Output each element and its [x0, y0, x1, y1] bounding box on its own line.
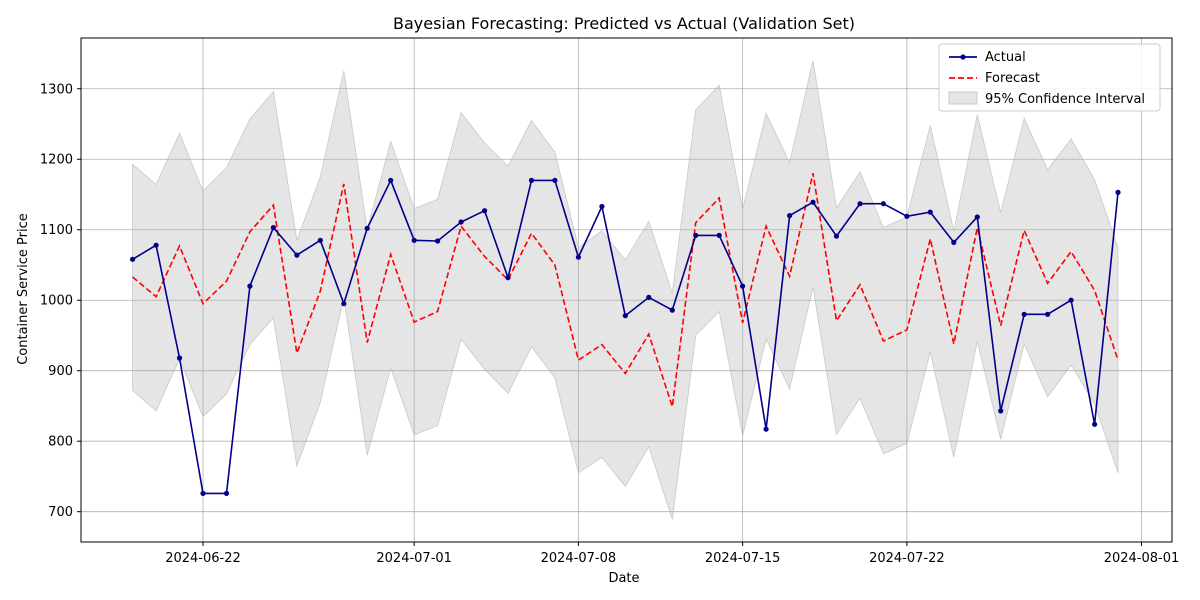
- legend-ci-swatch: [948, 91, 978, 105]
- actual-point: [810, 199, 816, 205]
- actual-point: [247, 283, 253, 289]
- actual-point: [927, 209, 933, 215]
- actual-point: [693, 232, 699, 238]
- confidence-band: [132, 60, 1119, 520]
- grid-layer: [81, 38, 1172, 542]
- actual-point: [998, 408, 1004, 414]
- plot-frame: [80, 37, 1173, 543]
- actual-point: [270, 225, 276, 231]
- y-axis-label: Container Service Price: [16, 213, 31, 365]
- x-tick-label: 2024-07-08: [541, 551, 617, 566]
- actual-point: [951, 239, 957, 245]
- actual-point: [528, 177, 535, 183]
- x-tick-label: 2024-08-01: [1104, 551, 1180, 566]
- actual-point: [200, 490, 206, 496]
- legend-actual-label: Actual: [985, 50, 1026, 65]
- forecast-line: [132, 173, 1119, 407]
- x-tick-label: 2024-07-15: [705, 551, 781, 566]
- actual-point: [599, 203, 605, 210]
- actual-point: [176, 355, 183, 361]
- actual-point: [1068, 297, 1074, 303]
- legend-box: [938, 43, 1161, 112]
- legend: Actual Forecast 95% Confidence Interval: [938, 43, 1161, 112]
- x-tick-label: 2024-07-22: [869, 551, 945, 566]
- y-tick-label: 700: [48, 505, 73, 520]
- actual-point: [1092, 421, 1098, 427]
- actual-point: [388, 177, 394, 183]
- actual-point: [1021, 311, 1027, 317]
- actual-point: [833, 233, 840, 239]
- actual-point: [716, 232, 722, 238]
- actual-point: [669, 307, 675, 313]
- y-tick-label: 1000: [40, 294, 73, 309]
- actual-point: [153, 242, 159, 248]
- chart-title: Bayesian Forecasting: Predicted vs Actua…: [393, 14, 855, 33]
- actual-point: [740, 283, 746, 289]
- actual-point: [974, 214, 980, 220]
- actual-point: [552, 177, 558, 183]
- actual-point: [130, 256, 136, 262]
- actual-point: [294, 252, 300, 258]
- actual-point: [646, 294, 652, 300]
- y-tick-label: 1300: [40, 82, 73, 97]
- actual-point: [317, 237, 323, 243]
- actual-point: [904, 213, 910, 219]
- actual-point: [505, 275, 511, 281]
- ticks-layer: 700 800 900 1000 1100 1200 1300 2024-06-22 2024-…: [40, 82, 1179, 566]
- y-tick-label: 800: [48, 435, 73, 450]
- confidence-band-layer: [132, 60, 1119, 520]
- y-tick-label: 1200: [40, 153, 73, 168]
- legend-forecast-label: Forecast: [985, 71, 1040, 86]
- actual-point: [411, 237, 417, 243]
- actual-point: [1045, 311, 1051, 317]
- actual-point: [575, 254, 582, 260]
- actual-point: [482, 208, 488, 214]
- actual-point: [622, 313, 628, 319]
- legend-actual-marker: [960, 54, 966, 60]
- actual-point: [787, 213, 793, 219]
- y-tick-label: 900: [48, 364, 73, 379]
- actual-point: [857, 201, 863, 207]
- actual-point: [880, 201, 887, 207]
- actual-point: [223, 490, 230, 496]
- actual-point: [435, 238, 441, 244]
- actual-point: [458, 219, 464, 225]
- legend-ci-label: 95% Confidence Interval: [985, 92, 1145, 107]
- actual-point: [341, 301, 347, 307]
- y-tick-label: 1100: [40, 223, 73, 238]
- actual-point: [1115, 189, 1121, 195]
- x-tick-label: 2024-07-01: [376, 551, 452, 566]
- series-layer: [130, 173, 1121, 496]
- x-axis-label: Date: [608, 571, 639, 586]
- x-tick-label: 2024-06-22: [165, 551, 241, 566]
- actual-point: [763, 426, 769, 432]
- actual-point: [364, 225, 370, 231]
